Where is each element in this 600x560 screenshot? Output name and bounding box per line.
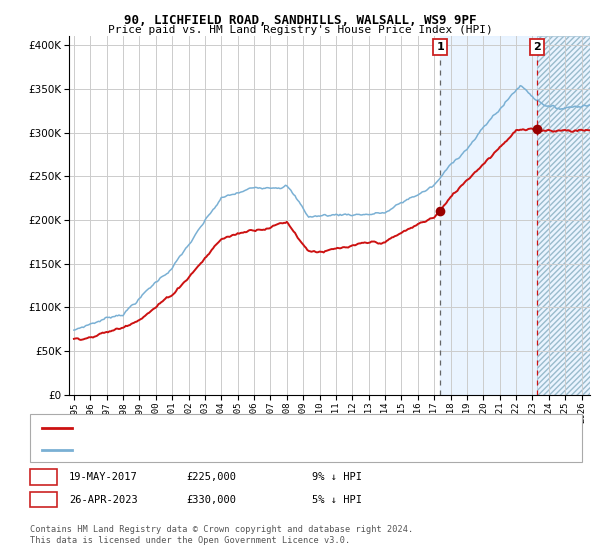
Text: 19-MAY-2017: 19-MAY-2017: [69, 472, 138, 482]
Text: Price paid vs. HM Land Registry's House Price Index (HPI): Price paid vs. HM Land Registry's House …: [107, 25, 493, 35]
Text: 5% ↓ HPI: 5% ↓ HPI: [312, 494, 362, 505]
Text: HPI: Average price, detached house, Walsall: HPI: Average price, detached house, Wals…: [81, 445, 339, 455]
Text: 1: 1: [436, 42, 444, 52]
Text: 9% ↓ HPI: 9% ↓ HPI: [312, 472, 362, 482]
Text: 26-APR-2023: 26-APR-2023: [69, 494, 138, 505]
Text: 1: 1: [40, 472, 47, 482]
Text: 2: 2: [533, 42, 541, 52]
Bar: [440, 36, 590, 395]
Bar: [537, 36, 590, 395]
Text: Contains HM Land Registry data © Crown copyright and database right 2024.
This d: Contains HM Land Registry data © Crown c…: [30, 525, 413, 545]
Text: £330,000: £330,000: [186, 494, 236, 505]
Text: 90, LICHFIELD ROAD, SANDHILLS, WALSALL, WS9 9PF (detached house): 90, LICHFIELD ROAD, SANDHILLS, WALSALL, …: [81, 423, 465, 433]
Text: 2: 2: [40, 494, 47, 505]
Text: 90, LICHFIELD ROAD, SANDHILLS, WALSALL, WS9 9PF: 90, LICHFIELD ROAD, SANDHILLS, WALSALL, …: [124, 14, 476, 27]
Text: £225,000: £225,000: [186, 472, 236, 482]
